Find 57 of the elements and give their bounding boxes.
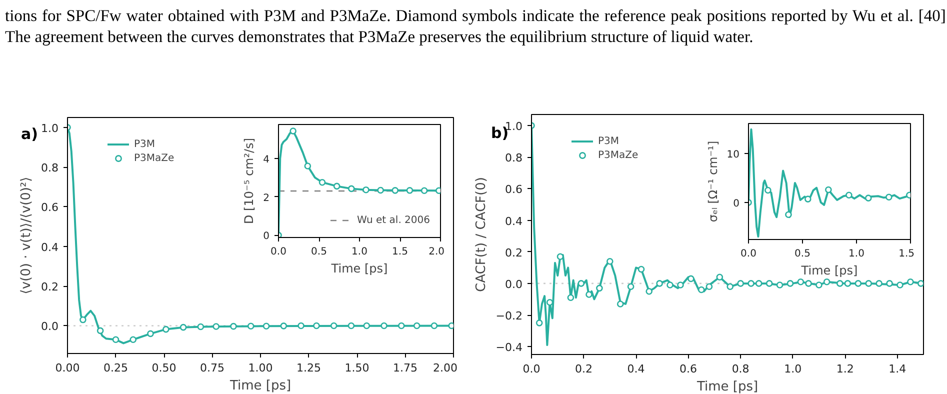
x-tick-label: 1.75 [393, 362, 418, 374]
text: b) [491, 124, 509, 144]
x-axis-title: Time [ps] [696, 380, 758, 394]
x-tick-label: 1.0 [848, 248, 864, 260]
y-tick-label: 0.8 [505, 152, 523, 165]
legend-label: P3MaZe [598, 148, 638, 162]
x-tick-label: 0.4 [627, 362, 645, 376]
x-tick-label: 0.2 [575, 362, 593, 376]
y-tick-label: 0.4 [505, 214, 523, 228]
y-tick-label: 0.6 [41, 201, 59, 214]
x-tick-label: 1.2 [836, 362, 854, 376]
x-tick-label: 1.25 [296, 362, 322, 374]
x-tick-label: 1.0 [784, 362, 802, 376]
y-axis-title: ⟨v(0) · v(t)⟩/⟨v(0)²⟩ [19, 176, 34, 294]
x-tick-label: 0.00 [55, 362, 80, 374]
y-tick-label: 4 [263, 154, 270, 166]
y-tick-label: 0.6 [505, 183, 523, 196]
y-axis-title: CACF(t) / CACF(0) [474, 177, 489, 292]
x-axis-title: Time [ps] [330, 262, 388, 276]
x-tick-label: 0.5 [311, 246, 327, 258]
x-tick-label: 1.4 [888, 362, 906, 376]
text: a) [21, 124, 38, 145]
x-tick-label: 1.50 [344, 362, 370, 374]
y-axis-title: σₑₗ [Ω⁻¹ cm⁻¹] [706, 140, 720, 222]
x-tick-label: 1.0 [352, 246, 368, 258]
x-tick-label: 0.0 [740, 248, 756, 260]
y-tick-label: −0.2 [496, 310, 523, 323]
y-axis-title: D [10⁻⁵ cm²/s] [242, 138, 256, 224]
legend-label: P3M [598, 134, 620, 148]
text: tions for SPC/Fw water obtained with P3M and P3MaZe. Diamond symbols indicate the reference peak positions reported by Wu et al. [40]. The agreement between the curves demonstrates that P3MaZe preserves the equilibrium structure of liquid water. [5, 5, 947, 47]
x-tick-label: 0.0 [522, 362, 540, 376]
y-tick-label: −0.4 [496, 341, 523, 354]
x-tick-label: 0.0 [270, 246, 286, 258]
y-tick-label: 0 [263, 231, 270, 242]
y-tick-label: 0 [733, 198, 740, 210]
x-tick-label: 0.6 [680, 362, 698, 376]
x-tick-label: 2.00 [433, 362, 458, 374]
legend-label: P3M [134, 138, 156, 151]
y-tick-label: 0.0 [41, 320, 59, 334]
x-tick-label: 0.50 [152, 362, 176, 374]
legend-label: P3MaZe [134, 152, 174, 165]
x-tick-label: 1.5 [392, 246, 408, 258]
y-tick-label: 2 [263, 192, 270, 204]
x-axis-title: Time [ps] [228, 378, 292, 394]
x-tick-label: 0.25 [104, 362, 128, 374]
x-tick-label: 1.5 [898, 248, 915, 260]
y-tick-label: 0.8 [41, 162, 59, 175]
y-tick-label: 0.0 [505, 278, 523, 291]
x-tick-label: 2.0 [428, 246, 445, 258]
y-tick-label: 10 [726, 150, 740, 161]
x-tick-label: 0.75 [200, 362, 225, 374]
legend-label: Wu et al. 2006 [356, 214, 430, 227]
x-axis-title: Time [ps] [800, 264, 858, 278]
x-tick-label: 1.00 [248, 362, 273, 374]
x-tick-label: 0.5 [794, 248, 810, 260]
y-tick-label: 0.2 [41, 280, 59, 294]
y-tick-label: 1.0 [41, 122, 59, 135]
